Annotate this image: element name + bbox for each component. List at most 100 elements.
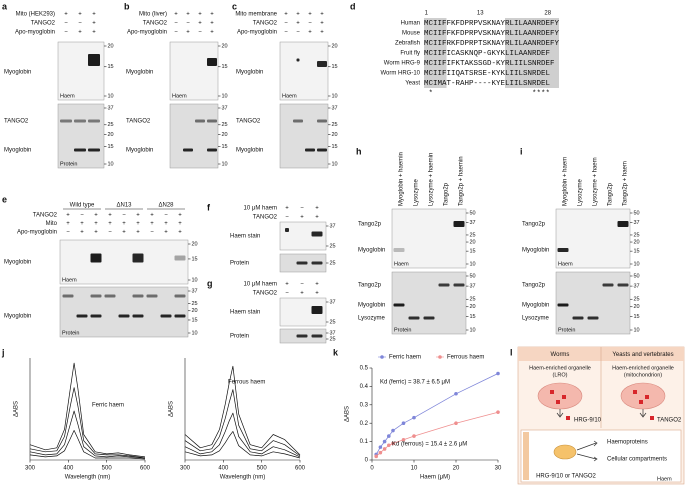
legend-marker — [380, 355, 384, 359]
condition-sign: + — [94, 230, 98, 236]
column-label: Lysozyme + haemin — [429, 153, 435, 206]
gel-band — [207, 148, 217, 152]
legend-marker — [438, 355, 442, 359]
group-label: ΔN13 — [116, 203, 132, 209]
condition-sign: + — [285, 206, 289, 212]
species-label: Human — [401, 21, 420, 27]
panel-letter: c — [232, 1, 237, 11]
condition-label: Mito (liver) — [139, 12, 167, 18]
legend-label: Haem — [657, 476, 672, 482]
band-label: Myoglobin — [4, 260, 31, 266]
gel-tag: Protein — [60, 161, 77, 167]
panel-letter: a — [2, 1, 8, 11]
condition-sign: − — [64, 21, 68, 27]
gel-band — [146, 294, 158, 298]
marker-label: 25 — [330, 243, 336, 249]
conserved-block — [424, 18, 447, 88]
gel-band — [74, 119, 86, 123]
condition-sign: − — [174, 21, 178, 27]
condition-sign: + — [186, 12, 190, 18]
carrier-label: HRG-9/10 or TANGO2 — [536, 474, 596, 480]
condition-sign: + — [320, 12, 324, 18]
gel-tag: Haem — [558, 261, 573, 267]
condition-sign: − — [150, 230, 154, 236]
marker-label: 20 — [192, 241, 198, 247]
data-point — [378, 450, 383, 455]
column-label: Myoglobin + haemin — [399, 152, 405, 206]
gel-band — [617, 283, 629, 287]
condition-sign: + — [178, 230, 182, 236]
legend-label: Ferrous haem — [447, 355, 484, 361]
gel-band — [88, 148, 100, 152]
condition-sign: − — [296, 30, 300, 36]
gel-band — [88, 54, 100, 66]
y-tick-label: 0.4 — [360, 384, 369, 390]
marker-label: 25 — [634, 297, 640, 303]
condition-sign: + — [300, 215, 304, 221]
x-tick-label: 10 — [411, 466, 418, 472]
condition-sign: + — [198, 12, 202, 18]
column-label: Tango2p — [444, 182, 450, 206]
gel-band — [587, 316, 599, 320]
marker-label: 15 — [192, 317, 198, 323]
band-label: Protein — [230, 334, 249, 340]
gel — [169, 41, 219, 101]
species-label: Yeast — [405, 81, 420, 87]
gel-tag: Protein — [558, 327, 575, 333]
condition-label: Apo-myoglobin — [127, 30, 167, 36]
marker-label: 10 — [222, 93, 228, 99]
cell-box — [520, 429, 682, 483]
annotation: Kd (ferrous) = 15.4 ± 2.6 μM — [392, 442, 467, 448]
data-point — [374, 454, 379, 459]
species-label: Worm HRG-10 — [380, 71, 420, 77]
gel-tag: Protein — [394, 327, 411, 333]
condition-sign: − — [78, 21, 82, 27]
condition-sign: + — [122, 221, 126, 227]
marker-label: 20 — [192, 308, 198, 314]
condition-sign: + — [92, 30, 96, 36]
condition-sign: + — [315, 291, 319, 297]
condition-label: 10 μM haem — [244, 282, 277, 288]
marker-label: 15 — [192, 256, 198, 262]
sequence: MCIIFICASKNQP-GKYKLILAANRDEF — [424, 50, 550, 58]
marker-label: 20 — [634, 239, 640, 245]
annotation: Kd (ferric) = 38.7 ± 6.5 μM — [380, 380, 450, 386]
sequence: MCIIFFKFDPRPVSKNAYRLILAANRDEFY — [424, 30, 560, 38]
marker-label: 37 — [634, 220, 640, 226]
spectrum — [29, 410, 146, 459]
condition-sign: + — [300, 291, 304, 297]
condition-sign: + — [284, 12, 288, 18]
panel-letter: h — [356, 146, 362, 156]
band-label: Myoglobin — [358, 303, 385, 309]
condition-sign: + — [66, 221, 70, 227]
marker-label: 50 — [634, 210, 640, 216]
marker-label: 37 — [634, 284, 640, 290]
marker-label: 10 — [108, 161, 114, 167]
gel-band — [311, 231, 323, 237]
condition-label: Mito membrane — [235, 12, 277, 18]
marker-label: 10 — [192, 330, 198, 336]
gel-band — [132, 253, 144, 263]
sequence: MCIMAT-RAHP----KYELIILSNRDEL — [424, 80, 551, 88]
condition-sign: + — [94, 213, 98, 219]
y-tick-label: 0.1 — [360, 439, 369, 445]
transporter-label: TANGO2 — [657, 418, 682, 424]
gel-band — [90, 294, 102, 298]
panel-letter: g — [207, 278, 213, 288]
condition-sign: − — [284, 21, 288, 27]
gel-band — [305, 148, 315, 152]
marker-label: 37 — [192, 288, 198, 294]
band-label: Myoglobin — [522, 248, 549, 254]
condition-sign: + — [178, 221, 182, 227]
gel-band — [296, 334, 308, 338]
column-label: Tango2p + haem — [623, 161, 629, 206]
sequence: MCIIFIIQATSRSE-KYKLIILSNRDEL — [424, 70, 551, 78]
gel-band — [195, 119, 205, 123]
schematic-column: Yeasts and vertebrates — [612, 352, 673, 358]
arrow — [639, 409, 647, 418]
condition-sign: + — [108, 221, 112, 227]
data-point — [391, 441, 395, 446]
condition-sign: − — [174, 30, 178, 36]
marker-label: 15 — [634, 249, 640, 255]
gel-band — [174, 294, 186, 298]
